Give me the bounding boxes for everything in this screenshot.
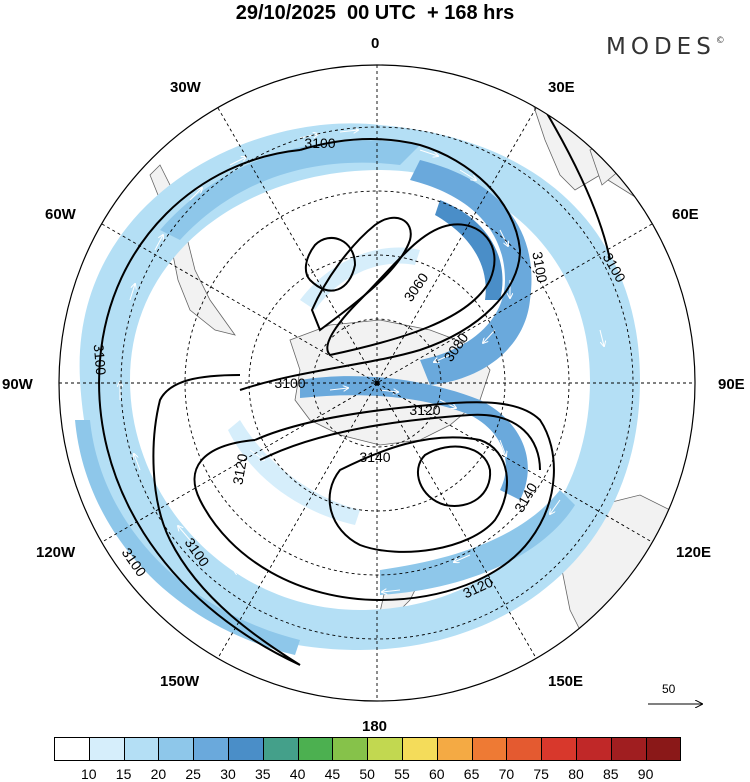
wind-speed-shading	[75, 123, 641, 655]
copyright-icon: ©	[715, 36, 725, 46]
reference-vector-label: 50	[662, 682, 676, 696]
colorbar-tick-label: 85	[603, 766, 619, 782]
colorbar-tick-label: 90	[637, 766, 654, 782]
colorbar-swatch	[158, 737, 195, 761]
colorbar-swatch	[193, 737, 229, 761]
lon-label-0: 0	[371, 35, 380, 52]
contour-label: 3100	[529, 250, 550, 284]
contour-3100-outer	[98, 149, 301, 666]
lon-label-30e: 30E	[548, 79, 575, 96]
contour-small-loop	[304, 236, 357, 292]
colorbar-tick-label: 35	[255, 766, 271, 782]
colorbar-swatch	[436, 737, 473, 761]
colorbar-swatch	[367, 737, 403, 761]
colorbar-tick-label: 40	[289, 766, 306, 782]
contour-label: 3120	[229, 452, 250, 486]
contour-3120	[193, 401, 555, 602]
colorbar-swatch	[123, 737, 160, 761]
colorbar-swatch	[575, 737, 612, 761]
contour-3140-inner	[416, 445, 492, 507]
contour-label: 3060	[400, 270, 431, 305]
geopotential-contours	[98, 84, 611, 666]
wind-vectors	[120, 130, 604, 601]
colorbar-tick-label: 80	[568, 766, 584, 782]
lon-label-120w: 120W	[36, 544, 76, 561]
colorbar-tick-label: 45	[324, 766, 341, 782]
brand-logo: MODES©	[606, 34, 725, 60]
lon-label-150e: 150E	[548, 673, 584, 690]
map-title: 29/10/2025 00 UTC + 168 hrs	[235, 2, 515, 24]
south-pole-marker	[374, 380, 380, 386]
colorbar-tick-label: 50	[359, 766, 375, 782]
colorbar-tick-label: 55	[394, 766, 410, 782]
lon-label-60e: 60E	[672, 206, 699, 223]
contour-label: 3100	[274, 375, 305, 391]
colorbar-swatch	[88, 737, 125, 761]
contour-label: 3100	[91, 343, 110, 376]
colorbar-tick-label: 30	[220, 766, 236, 782]
contour-label: 3120	[409, 402, 440, 418]
colorbar-swatch	[332, 737, 369, 761]
lon-label-150w: 150W	[160, 673, 200, 690]
contour-label: 3140	[359, 449, 390, 465]
colorbar-tick-label: 60	[429, 766, 445, 782]
lon-label-90w: 90W	[2, 376, 33, 393]
colorbar-tick-label: 25	[185, 766, 201, 782]
colorbar-tick-label: 65	[463, 766, 480, 782]
colorbar-swatch	[54, 737, 90, 761]
colorbar-tick-label: 15	[115, 766, 132, 782]
colorbar-swatch	[471, 737, 508, 761]
colorbar-swatch	[297, 737, 334, 761]
colorbar-swatch	[227, 737, 264, 761]
colorbar-swatch	[401, 737, 438, 761]
colorbar-swatch	[541, 737, 577, 761]
lon-label-90e: 90E	[718, 376, 745, 393]
lon-label-120e: 120E	[676, 544, 712, 561]
contour-3100-inner	[239, 137, 522, 391]
colorbar-tick-label: 20	[150, 766, 167, 782]
map-border	[58, 64, 696, 702]
brand-name: MODES	[606, 34, 716, 60]
colorbar-swatch	[506, 737, 543, 761]
colorbar-tick-label: 75	[533, 766, 549, 782]
colorbar-swatch	[645, 737, 682, 761]
lon-label-180: 180	[362, 718, 388, 735]
colorbar-tick-label: 10	[81, 766, 97, 782]
lon-label-30w: 30W	[170, 79, 201, 96]
contour-3140	[328, 436, 508, 553]
colorbar	[54, 737, 682, 761]
contour-label: 3100	[304, 135, 335, 151]
lon-label-60w: 60W	[45, 206, 76, 223]
colorbar-swatch	[610, 737, 647, 761]
colorbar-tick-label: 70	[498, 766, 515, 782]
contour-3080	[326, 223, 496, 357]
contour-3120-inner	[259, 413, 541, 471]
colorbar-swatch	[262, 737, 299, 761]
